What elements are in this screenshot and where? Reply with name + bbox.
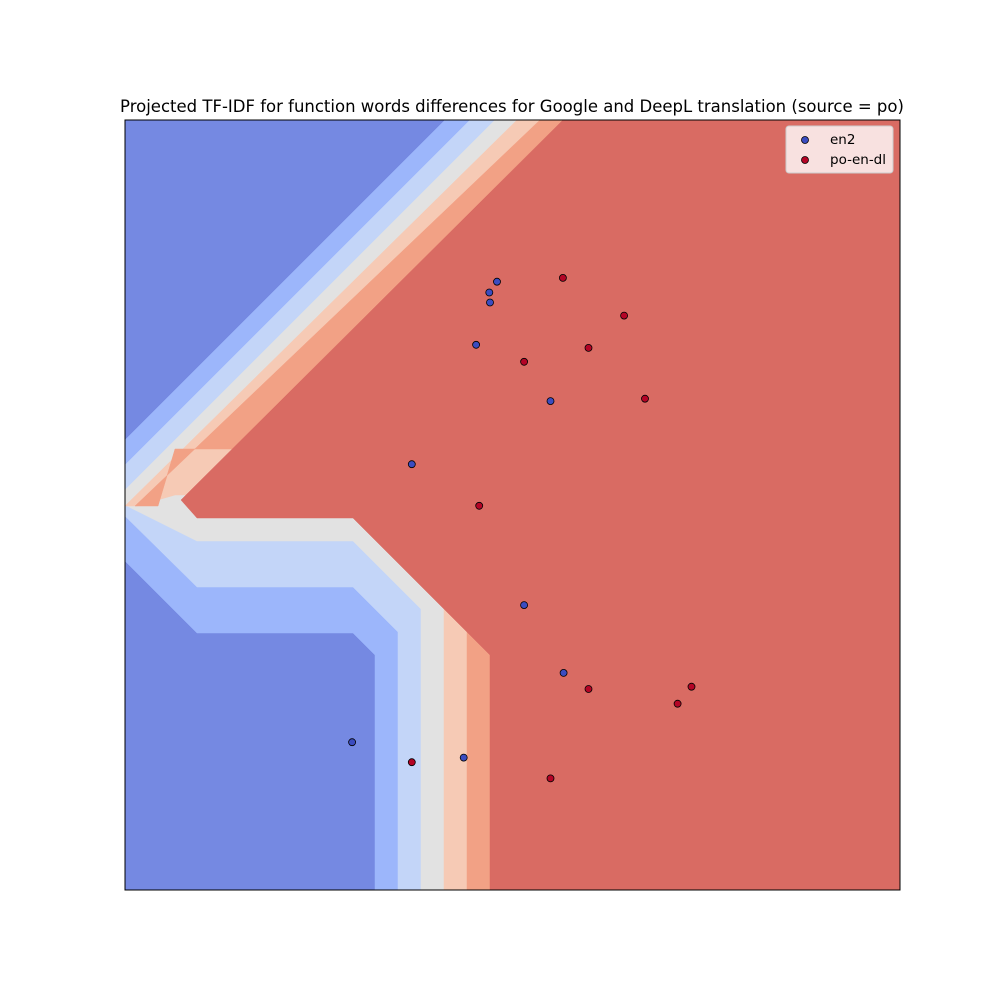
point-po-en-dl-7 — [687, 682, 696, 691]
plot-area — [124, 119, 901, 891]
point-en2-8 — [348, 738, 357, 747]
point-po-en-dl-2 — [584, 343, 593, 352]
point-en2-2 — [486, 298, 494, 307]
point-po-en-dl-5 — [475, 501, 484, 510]
point-en2-4 — [546, 397, 555, 406]
legend-box — [785, 125, 894, 174]
decision-region-contours — [124, 119, 901, 891]
point-en2-9 — [459, 753, 468, 762]
point-po-en-dl-8 — [673, 699, 682, 708]
point-po-en-dl-3 — [520, 357, 528, 366]
point-po-en-dl-0 — [559, 273, 567, 282]
point-po-en-dl-4 — [641, 394, 649, 403]
point-en2-1 — [485, 288, 494, 297]
legend-label-po-en-dl: po-en-dl — [830, 152, 886, 168]
point-en2-5 — [407, 460, 416, 469]
point-en2-7 — [559, 669, 568, 677]
point-po-en-dl-6 — [584, 685, 593, 693]
chart-title: Projected TF-IDF for function words diff… — [120, 97, 904, 116]
legend-marker-po-en-dl — [801, 156, 809, 164]
point-po-en-dl-9 — [407, 758, 416, 767]
legend-marker-en2 — [801, 136, 809, 144]
legend-label-en2: en2 — [830, 132, 855, 148]
point-po-en-dl-10 — [546, 774, 555, 783]
point-en2-3 — [472, 340, 481, 349]
scatter-points — [348, 273, 696, 783]
point-en2-0 — [493, 277, 501, 286]
legend: en2 po-en-dl — [785, 125, 894, 174]
point-en2-6 — [520, 601, 528, 609]
point-po-en-dl-1 — [620, 311, 628, 320]
axes-frame — [124, 119, 901, 891]
